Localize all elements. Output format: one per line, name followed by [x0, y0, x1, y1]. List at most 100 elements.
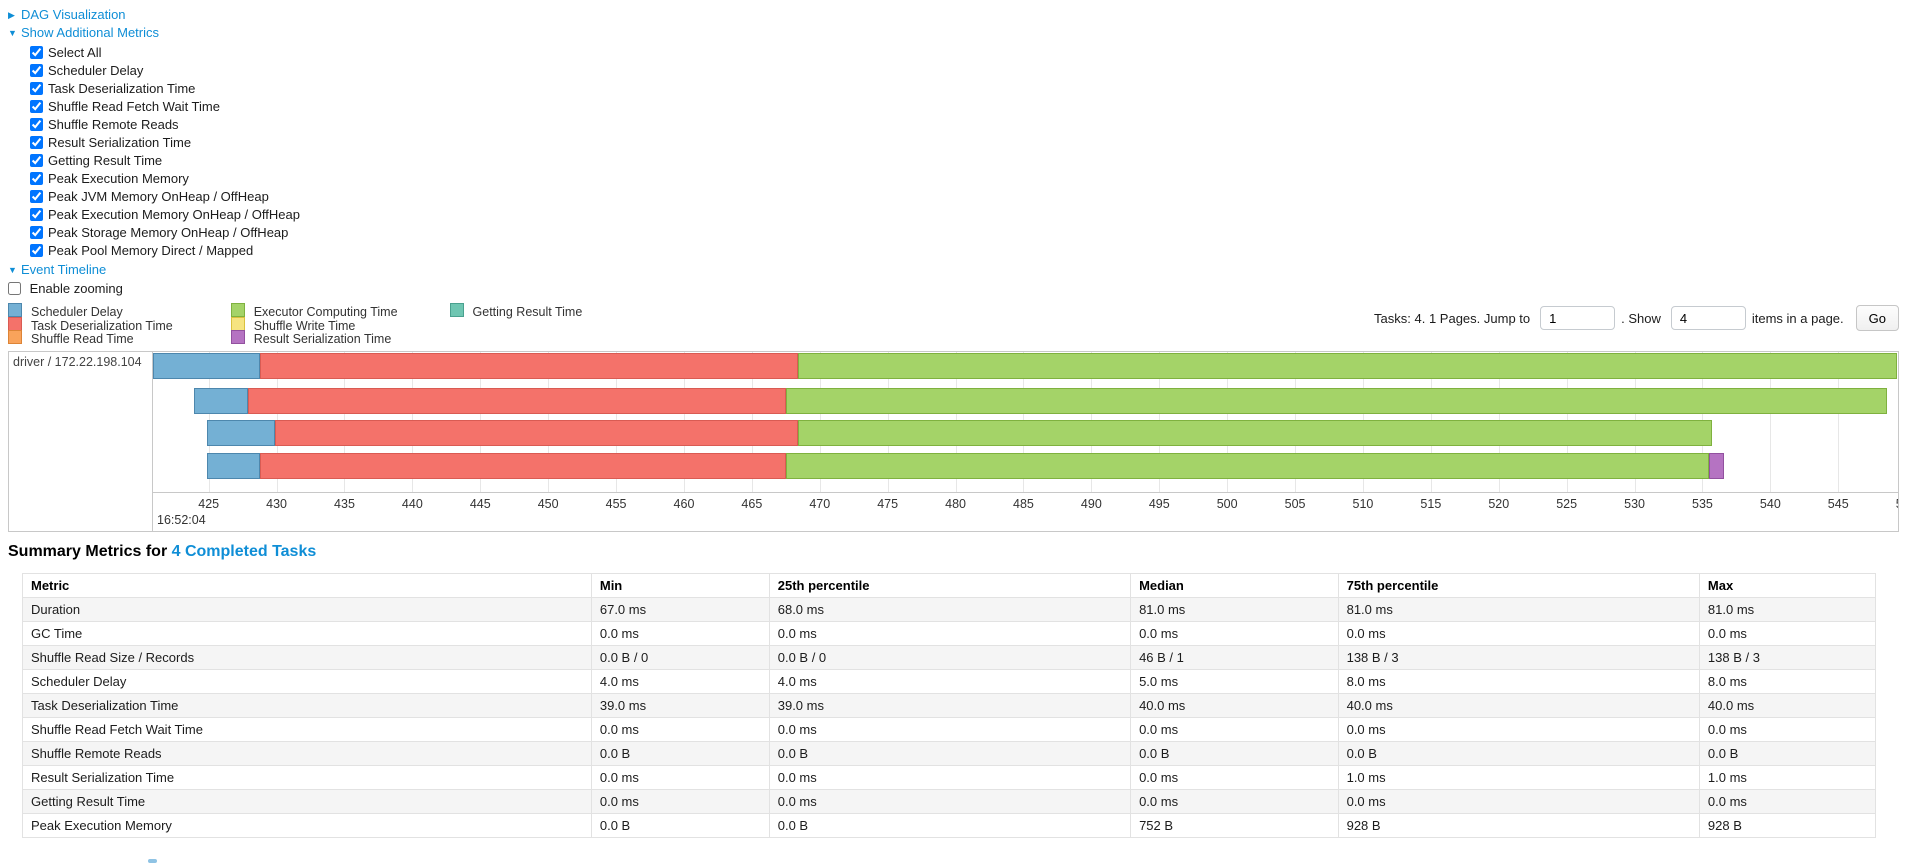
table-cell: 0.0 B / 0	[590, 645, 770, 670]
legend-label: Getting Result Time	[472, 305, 583, 319]
table-cell: 8.0 ms	[1698, 669, 1877, 694]
page-size-input[interactable]	[1670, 306, 1746, 330]
metric-checkbox-label: Select All	[48, 45, 102, 60]
legend-item: Result Serialization Time	[230, 330, 398, 346]
table-cell: 8.0 ms	[1337, 669, 1700, 694]
tasks-pagination: Tasks: 4. 1 Pages. Jump to . Show items …	[1374, 305, 1899, 331]
table-cell: 1.0 ms	[1337, 765, 1700, 790]
metric-checkbox[interactable]	[30, 82, 43, 95]
timeline-bar-segment[interactable]	[275, 420, 799, 446]
metric-checkbox-label: Shuffle Remote Reads	[48, 117, 179, 132]
metric-checkbox-label: Result Serialization Time	[48, 135, 192, 150]
timeline-gridline	[1770, 352, 1772, 492]
event-timeline-link[interactable]: ▼ Event Timeline	[8, 262, 1907, 278]
timeline-tick-label: 500	[1216, 497, 1238, 511]
timeline-tick-label: 465	[741, 497, 763, 511]
table-cell: 752 B	[1130, 813, 1339, 838]
page-controls: ▶ DAG Visualization ▼ Show Additional Metr…	[0, 0, 1907, 297]
timeline-tick-label: 475	[877, 497, 899, 511]
table-column-header: Min	[590, 573, 770, 598]
table-cell: Shuffle Remote Reads	[22, 741, 592, 766]
metric-checkbox-row: Getting Result Time	[30, 152, 1907, 170]
table-cell: 4.0 ms	[768, 669, 1132, 694]
tasks-pagination-summary: Tasks: 4. 1 Pages. Jump to	[1374, 310, 1531, 326]
table-row: Getting Result Time 0.0 ms 0.0 ms 0.0 ms 0.0…	[22, 789, 1877, 814]
table-cell: 0.0 ms	[590, 789, 770, 814]
legend-label: Result Serialization Time	[253, 332, 392, 346]
table-cell: 68.0 ms	[768, 597, 1132, 622]
timeline-tick-label: 470	[809, 497, 831, 511]
metric-checkbox[interactable]	[30, 172, 43, 185]
table-column-header: 25th percentile	[768, 573, 1132, 598]
table-cell: 81.0 ms	[1130, 597, 1339, 622]
timeline-bar-segment[interactable]	[153, 353, 261, 379]
timeline-tick-label: 485	[1013, 497, 1034, 511]
legend-item: Shuffle Write Time	[230, 316, 398, 333]
cutoff-link-fragment	[148, 859, 157, 863]
legend-label: Shuffle Write Time	[253, 318, 356, 333]
table-column-header: Metric	[22, 573, 592, 598]
chevron-down-icon: ▼	[8, 28, 17, 38]
show-additional-metrics-link[interactable]: ▼ Show Additional Metrics	[8, 25, 1907, 41]
table-cell: 0.0 B	[590, 813, 770, 838]
timeline-bar-segment[interactable]	[207, 420, 276, 446]
timeline-bar-segment[interactable]	[207, 453, 261, 479]
table-body: Duration 67.0 ms 68.0 ms 81.0 ms 81.0 ms 81.0…	[22, 597, 1877, 838]
metric-checkbox-row: Task Deserialization Time	[30, 80, 1907, 98]
table-cell: Duration	[22, 597, 592, 622]
enable-zooming-checkbox[interactable]	[8, 282, 21, 295]
timeline-tick-label: 450	[537, 497, 559, 511]
dag-visualization-label: DAG Visualization	[21, 7, 126, 22]
table-column-header: Max	[1698, 573, 1877, 598]
table-column-header: Median	[1130, 573, 1339, 598]
legend-swatch	[230, 330, 245, 344]
metric-checkbox[interactable]	[30, 46, 43, 59]
timeline-bar-segment[interactable]	[798, 420, 1712, 446]
summary-heading-prefix: Summary Metrics for	[8, 543, 172, 560]
table-cell: 0.0 ms	[1698, 621, 1877, 646]
legend-swatch	[8, 316, 22, 331]
timeline-bar-segment[interactable]	[798, 353, 1897, 379]
dag-visualization-link[interactable]: ▶ DAG Visualization	[8, 7, 1907, 23]
completed-tasks-link[interactable]: 4 Completed Tasks	[171, 543, 317, 560]
metric-checkbox[interactable]	[30, 154, 43, 167]
metric-checkbox[interactable]	[30, 64, 43, 77]
metric-checkbox[interactable]	[30, 136, 43, 149]
table-cell: 0.0 B	[1337, 741, 1700, 766]
timeline-bar-segment[interactable]	[785, 388, 1888, 414]
timeline-tick-label: 530	[1624, 497, 1645, 511]
legend-swatch	[449, 303, 464, 317]
table-column-header: 75th percentile	[1337, 573, 1700, 598]
timeline-tick-label: 515	[1420, 497, 1442, 511]
metric-checkbox-row: Shuffle Remote Reads	[30, 116, 1907, 134]
table-cell: 40.0 ms	[1130, 693, 1339, 718]
timeline-bar-segment[interactable]	[260, 453, 786, 479]
table-cell: 138 B / 3	[1698, 645, 1877, 670]
table-cell: 0.0 ms	[1698, 789, 1877, 814]
table-row: GC Time 0.0 ms 0.0 ms 0.0 ms 0.0 ms 0.0 ms	[22, 621, 1877, 646]
timeline-bar-segment[interactable]	[1709, 453, 1725, 479]
timeline-bar-segment[interactable]	[248, 388, 786, 414]
timeline-tick-label: 550	[1896, 497, 1898, 511]
metric-checkbox[interactable]	[30, 226, 43, 239]
legend-item: Shuffle Read Time	[8, 330, 173, 346]
table-cell: 928 B	[1337, 813, 1700, 838]
table-cell: 0.0 ms	[1130, 789, 1339, 814]
enable-zooming-row: Enable zooming	[8, 280, 1907, 297]
metric-checkbox-row: Peak Pool Memory Direct / Mapped	[30, 242, 1907, 260]
metric-checkbox[interactable]	[30, 208, 43, 221]
jump-to-page-input[interactable]	[1540, 306, 1616, 330]
metric-checkbox[interactable]	[30, 100, 43, 113]
metric-checkbox[interactable]	[30, 244, 43, 257]
legend-item: Task Deserialization Time	[8, 316, 173, 332]
timeline-bar-segment[interactable]	[785, 453, 1710, 479]
metric-checkbox-label: Getting Result Time	[48, 153, 163, 168]
metric-checkbox[interactable]	[30, 190, 43, 203]
timeline-bar-segment[interactable]	[193, 388, 249, 414]
metric-checkbox[interactable]	[30, 118, 43, 131]
metric-checkbox-label: Peak JVM Memory OnHeap / OffHeap	[48, 189, 269, 204]
go-button[interactable]: Go	[1855, 305, 1899, 331]
timeline-bar-segment[interactable]	[260, 353, 799, 379]
legend-and-pagination: Scheduler Delay Task Deserialization Time…	[8, 303, 1899, 346]
